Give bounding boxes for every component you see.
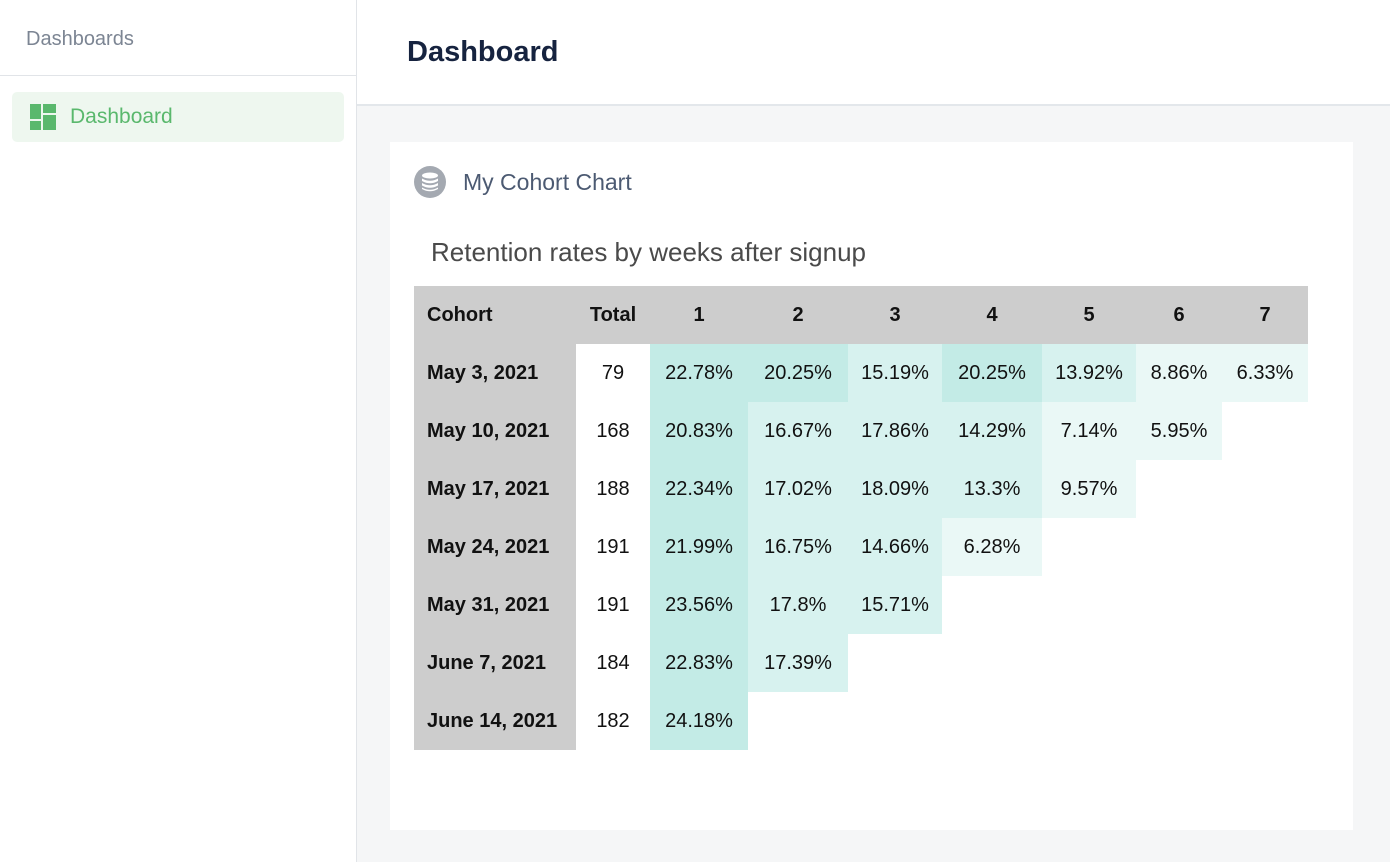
empty-cell bbox=[1136, 576, 1222, 634]
column-header-total: Total bbox=[576, 286, 650, 344]
database-icon bbox=[414, 166, 446, 198]
retention-cell: 14.29% bbox=[942, 402, 1042, 460]
retention-cell: 20.25% bbox=[942, 344, 1042, 402]
retention-cell: 15.19% bbox=[848, 344, 942, 402]
retention-cell: 23.56% bbox=[650, 576, 748, 634]
retention-cell: 22.78% bbox=[650, 344, 748, 402]
cohort-total-cell: 191 bbox=[576, 518, 650, 576]
cohort-total-cell: 188 bbox=[576, 460, 650, 518]
retention-cell: 14.66% bbox=[848, 518, 942, 576]
cohort-date-cell: June 14, 2021 bbox=[414, 692, 576, 750]
empty-cell bbox=[942, 576, 1042, 634]
empty-cell bbox=[1222, 460, 1308, 518]
column-header-week-3: 3 bbox=[848, 286, 942, 344]
retention-cell: 17.39% bbox=[748, 634, 848, 692]
retention-cell: 16.67% bbox=[748, 402, 848, 460]
card-header: My Cohort Chart bbox=[414, 166, 632, 198]
table-row: June 7, 2021 184 22.83% 17.39% bbox=[414, 634, 1308, 692]
empty-cell bbox=[1136, 692, 1222, 750]
column-header-week-5: 5 bbox=[1042, 286, 1136, 344]
retention-cell: 21.99% bbox=[650, 518, 748, 576]
column-header-week-4: 4 bbox=[942, 286, 1042, 344]
table-row: May 17, 2021 188 22.34% 17.02% 18.09% 13.3% 9.… bbox=[414, 460, 1308, 518]
card-title[interactable]: My Cohort Chart bbox=[463, 168, 632, 195]
table-row: May 3, 2021 79 22.78% 20.25% 15.19% 20.25% 13.… bbox=[414, 344, 1308, 402]
retention-cell: 20.83% bbox=[650, 402, 748, 460]
dashboard-icon bbox=[30, 104, 56, 130]
empty-cell bbox=[1136, 634, 1222, 692]
sidebar-item-dashboard[interactable]: Dashboard bbox=[12, 92, 344, 142]
empty-cell bbox=[848, 692, 942, 750]
cohort-date-cell: May 24, 2021 bbox=[414, 518, 576, 576]
table-body: May 3, 2021 79 22.78% 20.25% 15.19% 20.25% 13.… bbox=[414, 344, 1308, 750]
retention-cell: 7.14% bbox=[1042, 402, 1136, 460]
table-row: June 14, 2021 182 24.18% bbox=[414, 692, 1308, 750]
empty-cell bbox=[942, 634, 1042, 692]
cohort-date-cell: May 10, 2021 bbox=[414, 402, 576, 460]
retention-cell: 17.86% bbox=[848, 402, 942, 460]
retention-cell: 15.71% bbox=[848, 576, 942, 634]
cohort-date-cell: May 3, 2021 bbox=[414, 344, 576, 402]
retention-cell: 18.09% bbox=[848, 460, 942, 518]
retention-cell: 22.83% bbox=[650, 634, 748, 692]
retention-cell: 17.8% bbox=[748, 576, 848, 634]
empty-cell bbox=[1136, 518, 1222, 576]
empty-cell bbox=[1136, 460, 1222, 518]
cohort-table: Cohort Total 1 2 3 4 5 6 7 May 3, 2021 79… bbox=[414, 286, 1308, 750]
cohort-chart-card: My Cohort Chart Retention rates by weeks… bbox=[390, 142, 1353, 830]
empty-cell bbox=[1042, 518, 1136, 576]
cohort-date-cell: May 31, 2021 bbox=[414, 576, 576, 634]
column-header-cohort: Cohort bbox=[414, 286, 576, 344]
empty-cell bbox=[848, 634, 942, 692]
retention-cell: 20.25% bbox=[748, 344, 848, 402]
retention-cell: 6.28% bbox=[942, 518, 1042, 576]
retention-cell: 13.92% bbox=[1042, 344, 1136, 402]
empty-cell bbox=[1042, 634, 1136, 692]
empty-cell bbox=[1042, 576, 1136, 634]
retention-cell: 9.57% bbox=[1042, 460, 1136, 518]
empty-cell bbox=[942, 692, 1042, 750]
table-header-row: Cohort Total 1 2 3 4 5 6 7 bbox=[414, 286, 1308, 344]
retention-cell: 17.02% bbox=[748, 460, 848, 518]
cohort-date-cell: June 7, 2021 bbox=[414, 634, 576, 692]
main-area: Dashboard My Cohort Chart Retention rate… bbox=[357, 0, 1390, 862]
column-header-week-1: 1 bbox=[650, 286, 748, 344]
sidebar-header: Dashboards bbox=[0, 0, 356, 76]
cohort-total-cell: 168 bbox=[576, 402, 650, 460]
retention-cell: 24.18% bbox=[650, 692, 748, 750]
chart-title: Retention rates by weeks after signup bbox=[431, 237, 867, 267]
table-row: May 10, 2021 168 20.83% 16.67% 17.86% 14.29% 7… bbox=[414, 402, 1308, 460]
top-bar: Dashboard bbox=[357, 0, 1390, 106]
sidebar: Dashboards Dashboard bbox=[0, 0, 357, 862]
retention-cell: 8.86% bbox=[1136, 344, 1222, 402]
cohort-total-cell: 79 bbox=[576, 344, 650, 402]
retention-cell: 5.95% bbox=[1136, 402, 1222, 460]
column-header-week-2: 2 bbox=[748, 286, 848, 344]
cohort-total-cell: 182 bbox=[576, 692, 650, 750]
column-header-week-6: 6 bbox=[1136, 286, 1222, 344]
page-title: Dashboard bbox=[407, 36, 559, 68]
retention-cell: 16.75% bbox=[748, 518, 848, 576]
empty-cell bbox=[1222, 576, 1308, 634]
table-row: May 24, 2021 191 21.99% 16.75% 14.66% 6.28% bbox=[414, 518, 1308, 576]
cohort-total-cell: 191 bbox=[576, 576, 650, 634]
cohort-total-cell: 184 bbox=[576, 634, 650, 692]
empty-cell bbox=[748, 692, 848, 750]
table-row: May 31, 2021 191 23.56% 17.8% 15.71% bbox=[414, 576, 1308, 634]
empty-cell bbox=[1222, 518, 1308, 576]
empty-cell bbox=[1222, 634, 1308, 692]
empty-cell bbox=[1222, 402, 1308, 460]
cohort-date-cell: May 17, 2021 bbox=[414, 460, 576, 518]
empty-cell bbox=[1042, 692, 1136, 750]
sidebar-item-label: Dashboard bbox=[70, 105, 173, 128]
retention-cell: 13.3% bbox=[942, 460, 1042, 518]
retention-cell: 6.33% bbox=[1222, 344, 1308, 402]
empty-cell bbox=[1222, 692, 1308, 750]
retention-cell: 22.34% bbox=[650, 460, 748, 518]
column-header-week-7: 7 bbox=[1222, 286, 1308, 344]
